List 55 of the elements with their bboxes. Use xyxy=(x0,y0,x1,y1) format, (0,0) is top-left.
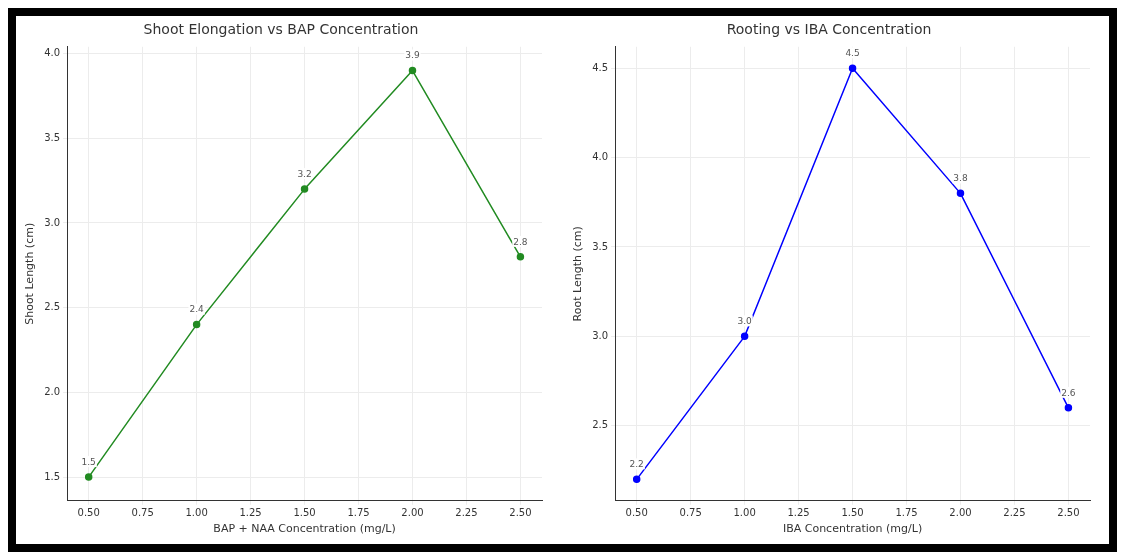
point xyxy=(84,473,93,481)
y-tick-label: 4.0 xyxy=(592,151,609,163)
chart-title: Rooting vs IBA Concentration xyxy=(726,21,932,38)
y-tick-label: 3.5 xyxy=(44,131,61,143)
point xyxy=(516,253,525,261)
y-tick-label: 3.0 xyxy=(592,329,609,341)
x-tick-label: 2.00 xyxy=(949,507,972,519)
point xyxy=(300,185,309,193)
x-tick-label: 2.50 xyxy=(509,507,532,519)
y-tick-label: 3.0 xyxy=(44,216,61,228)
data-label: 2.4 xyxy=(189,304,205,315)
data-label: 2.6 xyxy=(1061,387,1076,398)
x-tick-label: 1.25 xyxy=(787,507,810,519)
x-axis-title: IBA Concentration (mg/L) xyxy=(782,522,923,536)
point xyxy=(632,475,641,484)
y-tick-label: 2.5 xyxy=(44,301,61,313)
y-tick-label: 3.5 xyxy=(592,240,609,252)
y-tick-label: 2.5 xyxy=(592,419,609,431)
x-tick-label: 2.00 xyxy=(401,507,424,519)
y-tick-label: 2.0 xyxy=(44,385,61,397)
data-label: 1.5 xyxy=(81,456,96,467)
data-label: 3.0 xyxy=(737,316,753,327)
x-tick-label: 1.00 xyxy=(185,507,208,519)
x-tick-label: 1.00 xyxy=(733,507,756,519)
data-label: 2.8 xyxy=(513,236,528,247)
x-tick-label: 2.25 xyxy=(455,507,478,519)
x-tick-label: 2.25 xyxy=(1003,507,1026,519)
x-tick-label: 1.50 xyxy=(841,507,864,519)
point xyxy=(1064,404,1073,412)
y-axis-title: Root Length (cm) xyxy=(571,226,585,322)
x-tick-label: 0.50 xyxy=(77,507,100,519)
point xyxy=(848,64,857,72)
point xyxy=(740,332,749,341)
x-tick-label: 0.50 xyxy=(625,507,648,519)
x-tick-label: 1.75 xyxy=(895,507,918,519)
x-axis-title: BAP + NAA Concentration (mg/L) xyxy=(213,522,396,536)
x-tick-label: 2.50 xyxy=(1057,507,1080,519)
data-label: 2.2 xyxy=(629,459,644,470)
y-tick-label: 4.0 xyxy=(44,47,61,59)
y-tick-label: 1.5 xyxy=(44,470,61,482)
x-tick-label: 0.75 xyxy=(679,507,702,519)
point xyxy=(408,66,417,75)
x-tick-label: 1.75 xyxy=(347,507,370,519)
x-tick-label: 1.25 xyxy=(239,507,262,519)
data-label: 3.2 xyxy=(297,168,312,179)
data-label: 3.8 xyxy=(953,173,968,184)
y-axis-title: Shoot Length (cm) xyxy=(23,222,37,325)
data-label: 3.9 xyxy=(405,50,420,61)
y-tick-label: 4.5 xyxy=(592,61,609,73)
point xyxy=(192,320,201,329)
x-tick-label: 1.50 xyxy=(293,507,316,519)
data-label: 4.5 xyxy=(845,48,860,59)
chart-title: Shoot Elongation vs BAP Concentration xyxy=(143,21,419,38)
x-tick-label: 0.75 xyxy=(131,507,154,519)
point xyxy=(956,189,965,198)
